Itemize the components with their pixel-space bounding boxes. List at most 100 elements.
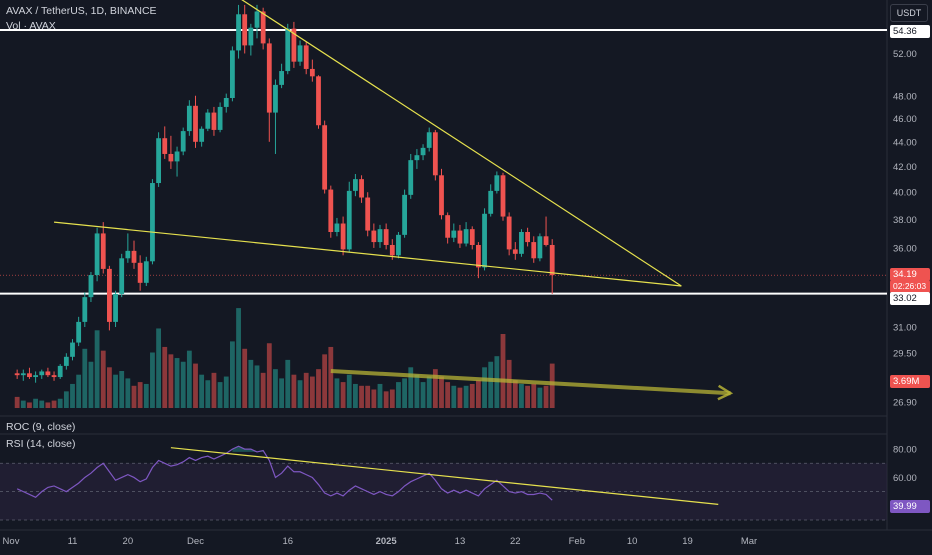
candle-body <box>531 242 537 259</box>
volume-bar <box>402 378 407 408</box>
candle-body <box>51 375 57 378</box>
volume-bar <box>193 363 198 408</box>
trendline-lower <box>53 221 682 287</box>
candle-body <box>463 229 469 244</box>
volume-bar <box>291 374 297 408</box>
volume-bar <box>476 380 481 408</box>
candle-body <box>180 131 186 152</box>
time-tick-label: 10 <box>627 536 638 547</box>
candle-body <box>537 236 543 259</box>
volume-bar <box>39 400 45 408</box>
volume-bar <box>340 382 346 408</box>
trendline-upper <box>241 0 682 287</box>
time-tick-label: 11 <box>68 536 78 547</box>
volume-bar <box>531 383 537 408</box>
candle-body <box>543 236 549 245</box>
candle-body <box>414 155 420 161</box>
candle-body <box>525 232 530 243</box>
volume-bar <box>469 383 475 408</box>
volume-bar <box>57 398 63 408</box>
volume-bar <box>211 372 217 408</box>
volume-bar <box>217 382 223 408</box>
volume-bar <box>420 382 426 408</box>
candle-body <box>248 27 254 46</box>
candle-body <box>156 138 161 184</box>
volume-bar <box>63 391 69 408</box>
volume-bar <box>371 389 377 408</box>
candle-body <box>506 216 512 250</box>
candle-body <box>205 112 211 129</box>
volume-bar <box>125 378 131 408</box>
price-tick-label: 48.00 <box>893 91 917 102</box>
candle-body <box>88 275 94 298</box>
rsi-line <box>16 445 553 501</box>
candle-body <box>260 11 266 44</box>
candle-body <box>70 342 75 357</box>
candle-body <box>63 356 69 366</box>
volume-bar <box>150 352 155 408</box>
candle-body <box>57 365 63 378</box>
candle-body <box>193 105 198 142</box>
volume-bar <box>512 380 518 408</box>
volume-bar <box>27 402 32 408</box>
rsi-value-tag: 39.99 <box>890 500 930 513</box>
volume-bar <box>451 385 457 408</box>
volume-bar <box>309 376 315 408</box>
volume-bar <box>94 330 100 408</box>
volume-bar <box>365 385 371 408</box>
price-tick-label: 29.50 <box>893 349 917 360</box>
candle-body <box>383 229 389 245</box>
candle-body <box>377 229 383 243</box>
candle-body <box>273 84 278 113</box>
rsi-trendline <box>170 447 719 505</box>
candle-body <box>131 250 137 263</box>
volume-bar <box>389 389 395 408</box>
volume-bar <box>353 383 358 408</box>
volume-bar <box>143 383 149 408</box>
volume-bar <box>180 361 186 408</box>
rsi-indicator-label: RSI (14, close) <box>6 438 76 450</box>
candle-body <box>279 71 284 85</box>
volume-bar <box>45 402 51 408</box>
bottom-level-price-tag: 33.02 <box>890 292 930 305</box>
candle-body <box>402 194 407 235</box>
candle-body <box>322 125 328 190</box>
candle-body <box>297 45 303 62</box>
candle-body <box>162 138 168 154</box>
time-tick-label: Mar <box>741 536 757 547</box>
volume-bar <box>100 350 106 408</box>
volume-bar <box>20 400 26 408</box>
candle-body <box>359 179 364 198</box>
volume-bar <box>377 383 383 408</box>
volume-bar <box>51 400 57 408</box>
candle-body <box>33 375 38 378</box>
candle-body <box>143 261 149 283</box>
volume-bar <box>82 348 88 408</box>
volume-bar <box>76 374 82 408</box>
currency-unit-button[interactable]: USDT <box>890 4 928 22</box>
price-tick-label: 38.00 <box>893 215 917 226</box>
volume-bar <box>328 346 334 408</box>
candle-body <box>500 175 506 217</box>
candle-body <box>549 244 555 276</box>
candle-body <box>186 105 192 132</box>
candle-body <box>439 175 444 216</box>
volume-bar <box>396 382 401 408</box>
volume-bar <box>273 369 278 408</box>
candle-body <box>217 106 223 130</box>
volume-bar <box>346 374 352 408</box>
volume-bar <box>445 382 451 408</box>
candle-body <box>309 68 315 77</box>
volume-bar <box>168 354 174 408</box>
candle-body <box>494 175 500 191</box>
time-tick-label: 13 <box>455 536 466 547</box>
volume-bar <box>439 376 444 408</box>
volume-bar <box>303 372 309 408</box>
candle-body <box>353 179 358 191</box>
candle-body <box>113 293 118 322</box>
candle-body <box>488 190 494 214</box>
candle-body <box>328 189 334 233</box>
volume-bar <box>549 363 555 408</box>
